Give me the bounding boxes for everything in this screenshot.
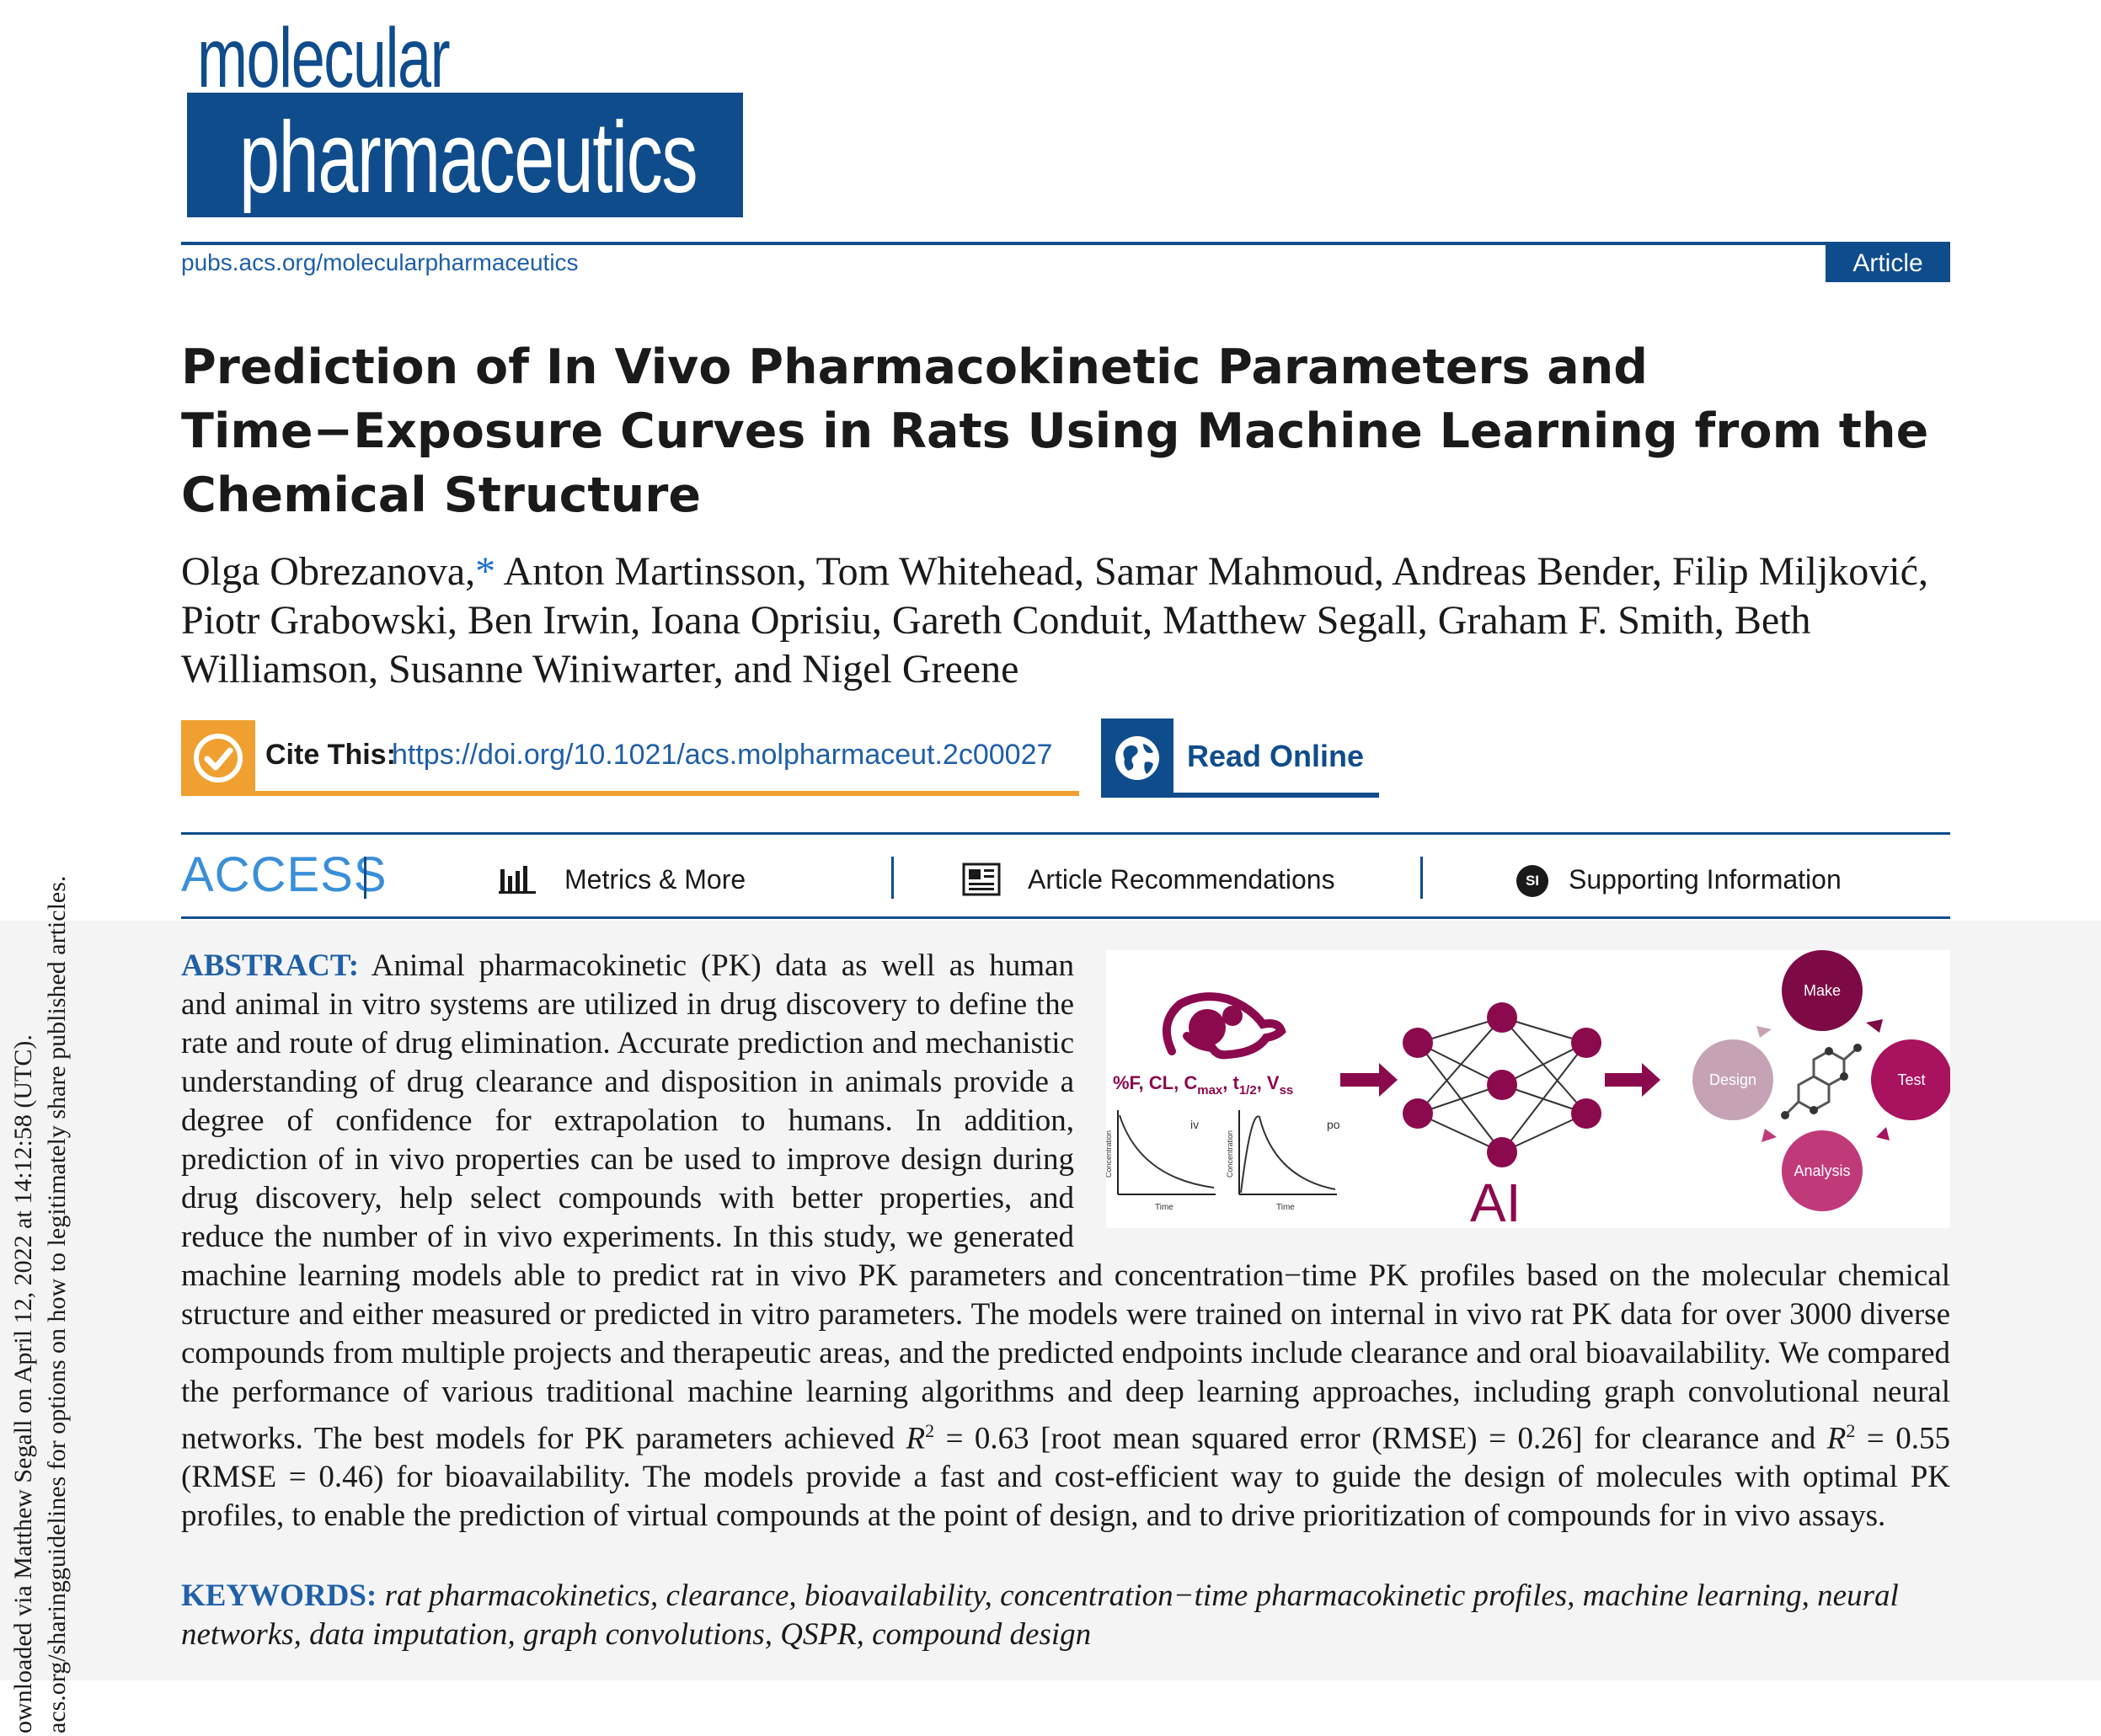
- article-recommendations-link[interactable]: Article Recommendations: [1028, 864, 1335, 895]
- si-badge-icon[interactable]: SI: [1516, 865, 1548, 897]
- logo-line2: pharmaceutics: [239, 101, 698, 214]
- svg-text:po: po: [1327, 1118, 1340, 1131]
- svg-text:Design: Design: [1709, 1071, 1756, 1088]
- checkmark-icon: [181, 720, 255, 796]
- svg-text:Concentration: Concentration: [1226, 1130, 1234, 1178]
- author-rest[interactable]: Anton Martinsson, Tom Whitehead, Samar M…: [181, 549, 1928, 692]
- metrics-icon[interactable]: [499, 864, 536, 899]
- svg-text:Time: Time: [1276, 1203, 1295, 1212]
- ai-label: AI: [1470, 1172, 1521, 1228]
- doi-link[interactable]: https://doi.org/10.1021/acs.molpharmaceu…: [392, 739, 1053, 771]
- keywords-text: rat pharmacokinetics, clearance, bioavai…: [181, 1578, 1899, 1652]
- download-side-note: ownloaded via Matthew Segall on April 12…: [7, 790, 74, 1733]
- abstract-label: ABSTRACT:: [181, 948, 360, 983]
- read-online-underline: [1173, 793, 1379, 798]
- article-recommendations-icon[interactable]: [962, 863, 1001, 900]
- arrow-icon: [1605, 1063, 1660, 1097]
- author-list: Olga Obrezanova,* Anton Martinsson, Tom …: [181, 548, 1959, 694]
- arrow-icon: [1340, 1063, 1398, 1097]
- journal-url-link[interactable]: pubs.acs.org/molecularpharmaceutics: [181, 249, 579, 275]
- abstract-text: Animal pharmacokinetic (PK) data as well…: [181, 948, 1950, 1456]
- po-concentration-plot: po Time Concentration: [1226, 1110, 1340, 1212]
- svg-text:Test: Test: [1897, 1071, 1925, 1088]
- svg-text:iv: iv: [1190, 1118, 1199, 1131]
- side-note-line2: acs.org/sharingguidelines for options on…: [43, 875, 71, 1733]
- article-title: Prediction of In Vivo Pharmacokinetic Pa…: [181, 339, 1929, 523]
- read-online-button[interactable]: Read Online: [1101, 718, 1379, 798]
- access-divider: [1420, 857, 1423, 899]
- header-rule: [181, 242, 1950, 245]
- cite-underline: [255, 791, 1079, 796]
- access-divider: [364, 857, 366, 899]
- journal-logo: molecular pharmaceutics: [187, 11, 743, 217]
- globe-icon: [1101, 718, 1173, 798]
- cite-label: Cite This:: [265, 739, 396, 771]
- supporting-information-link[interactable]: Supporting Information: [1569, 864, 1842, 895]
- author-first[interactable]: Olga Obrezanova,: [181, 549, 476, 594]
- toc-graphic: %F, CL, Cmax, t1/2, Vss iv Time Concentr…: [1106, 950, 1950, 1228]
- access-label: ACCESS: [181, 847, 388, 902]
- rat-icon: [1163, 992, 1286, 1060]
- access-divider: [891, 857, 894, 899]
- abstract: %F, CL, Cmax, t1/2, Vss iv Time Concentr…: [181, 948, 1950, 1534]
- svg-text:Concentration: Concentration: [1106, 1130, 1113, 1178]
- read-online-label: Read Online: [1187, 739, 1365, 773]
- access-rule-bottom: [181, 916, 1950, 919]
- metrics-link[interactable]: Metrics & More: [564, 864, 746, 895]
- iv-concentration-plot: iv Time Concentration: [1106, 1110, 1216, 1212]
- svg-text:Time: Time: [1155, 1203, 1173, 1212]
- logo-box: [187, 93, 743, 217]
- article-type-badge: Article: [1826, 245, 1950, 282]
- svg-text:%F, CL, Cmax, t1/2, Vss: %F, CL, Cmax, t1/2, Vss: [1113, 1072, 1293, 1098]
- svg-text:Analysis: Analysis: [1794, 1162, 1850, 1179]
- design-make-test-analyze-cycle: Make Test Analysis Design: [1692, 950, 1950, 1211]
- keywords: KEYWORDS: rat pharmacokinetics, clearanc…: [181, 1577, 1950, 1654]
- keywords-label: KEYWORDS:: [181, 1578, 377, 1613]
- side-note-line1: ownloaded via Matthew Segall on April 12…: [9, 1034, 37, 1733]
- svg-text:Make: Make: [1804, 982, 1841, 999]
- access-rule-top: [181, 832, 1950, 835]
- logo-line1: molecular: [197, 11, 451, 105]
- corresponding-author-mark[interactable]: *: [475, 549, 496, 594]
- cite-this-box[interactable]: Cite This: https://doi.org/10.1021/acs.m…: [181, 720, 1079, 796]
